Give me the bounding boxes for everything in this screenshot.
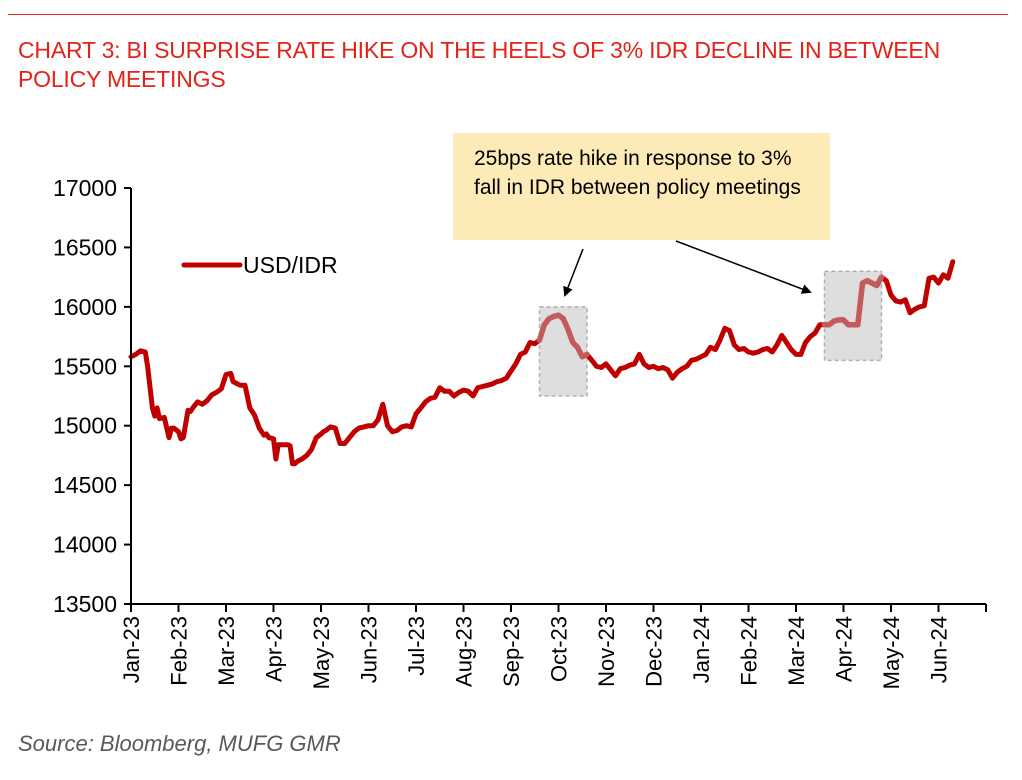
annotation-text: 25bps rate hike in response to 3% fall i… <box>474 147 801 199</box>
legend: USD/IDR <box>181 252 338 278</box>
x-tick-label: Aug-23 <box>452 616 477 687</box>
chart-title: CHART 3: BI SURPRISE RATE HIKE ON THE HE… <box>18 37 940 92</box>
y-tick-label: 15000 <box>53 413 117 439</box>
legend-label: USD/IDR <box>243 252 338 278</box>
axes: 13500 14000 14500 15000 15500 16000 16500 17000… <box>53 175 987 689</box>
annotation-box <box>453 133 830 240</box>
x-tick-label: Jul-23 <box>404 616 429 676</box>
annotation-arrow-1 <box>563 248 584 297</box>
source-note: Source: Bloomberg, MUFG GMR <box>18 731 341 756</box>
x-tick-label: Jan-23 <box>119 616 144 683</box>
y-tick-label: 14500 <box>53 472 117 498</box>
x-tick-label: Nov-23 <box>594 616 619 687</box>
x-tick-label: Jun-24 <box>927 616 952 683</box>
series-layer <box>128 259 956 467</box>
x-tick-label: Oct-23 <box>547 616 572 682</box>
x-tick-label: May-23 <box>309 616 334 689</box>
top-rule <box>8 14 1008 15</box>
x-tick-label: Dec-23 <box>642 616 667 687</box>
x-tick-label: Apr-23 <box>262 616 287 682</box>
y-tick-label: 13500 <box>53 591 117 617</box>
series-highlight-segment-2 <box>821 274 885 328</box>
y-tick-label: 16000 <box>53 294 117 320</box>
x-tick-label: Sep-23 <box>499 616 524 687</box>
y-tick-label: 14000 <box>53 532 117 558</box>
y-tick-label: 16500 <box>53 234 117 260</box>
x-tick-label: May-24 <box>879 616 904 689</box>
x-tick-label: Feb-23 <box>167 616 192 686</box>
x-tick-label: Apr-24 <box>832 616 857 682</box>
y-tick-label: 17000 <box>53 175 117 201</box>
x-tick-label: Feb-24 <box>737 616 762 686</box>
series-highlight-segment-1 <box>536 312 590 360</box>
x-tick-label: Mar-23 <box>214 616 239 686</box>
x-tick-label: Jun-23 <box>357 616 382 683</box>
annotation-arrow-2 <box>675 240 812 294</box>
x-tick-label: Mar-24 <box>784 616 809 686</box>
y-tick-label: 15500 <box>53 353 117 379</box>
highlight-boxes <box>538 270 883 397</box>
x-tick-label: Jan-24 <box>689 616 714 683</box>
series-line-usd-idr <box>128 259 956 467</box>
annotation-arrows <box>563 240 812 297</box>
